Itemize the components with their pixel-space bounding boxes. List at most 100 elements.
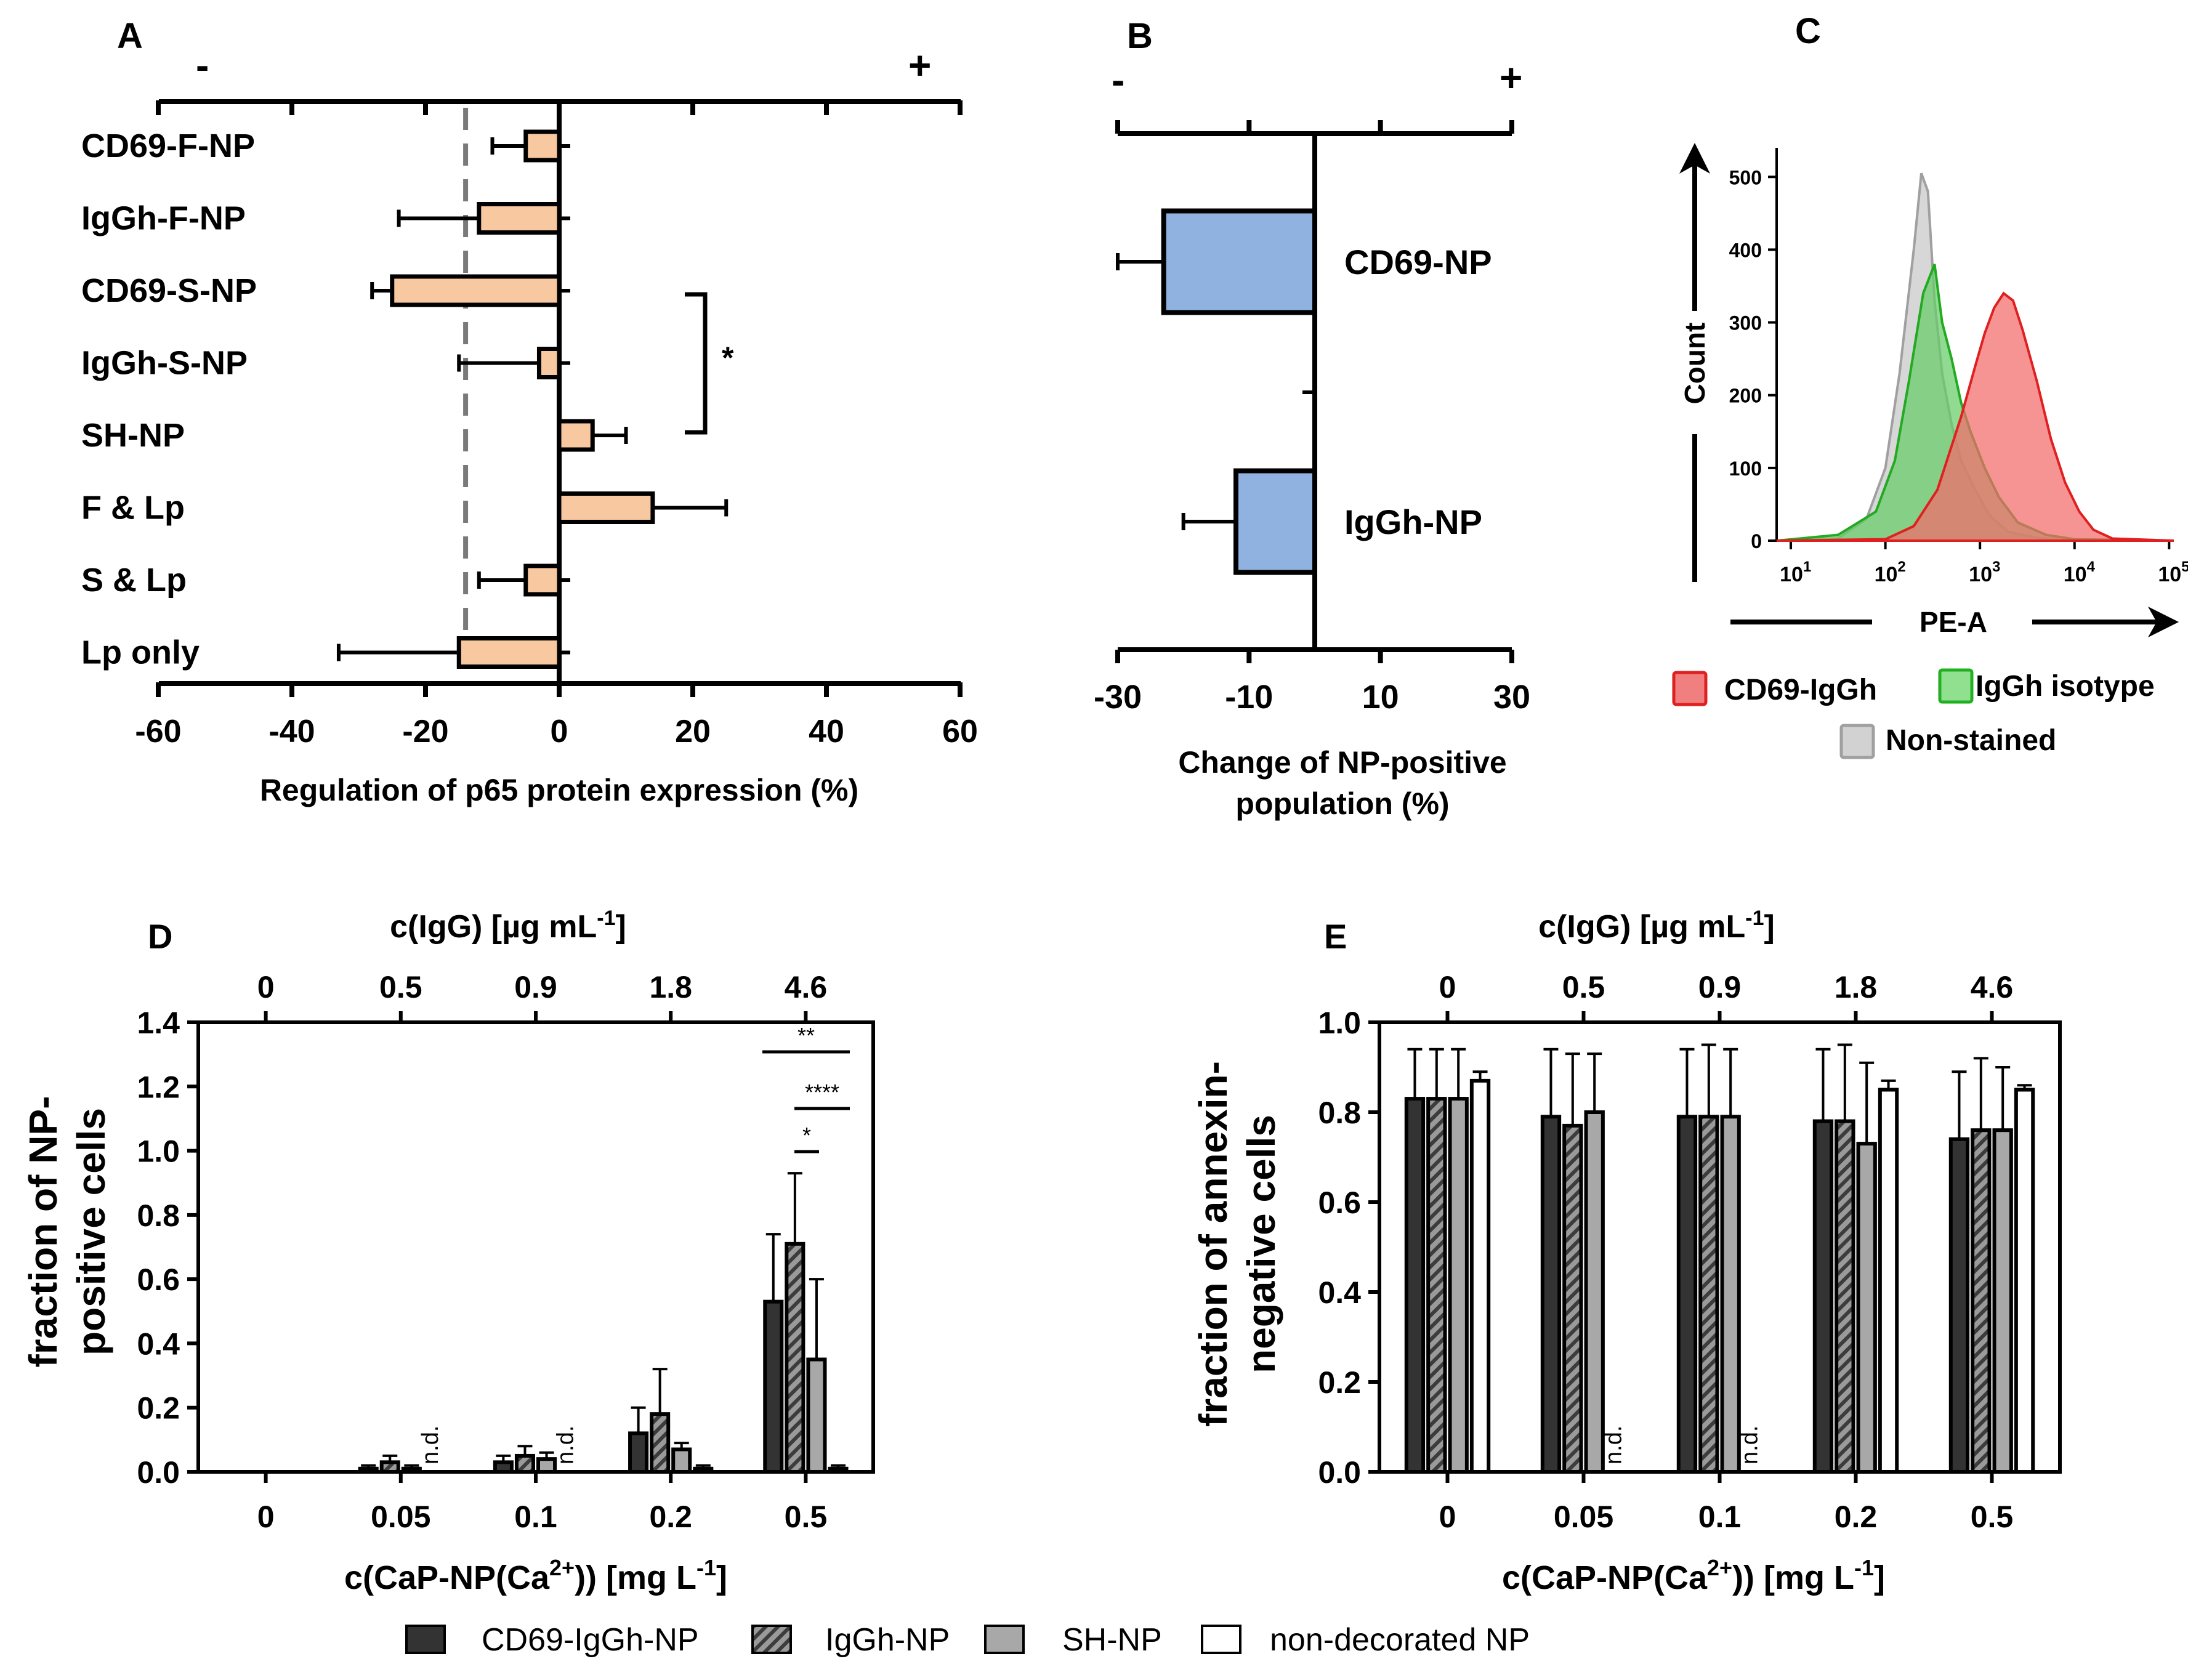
panel-b-x-tick-label: -10 bbox=[1225, 679, 1273, 716]
panel-e-y-axis-title-line2: negative cells bbox=[1239, 1115, 1283, 1373]
panel-d-x-tick-label: 0.05 bbox=[371, 1500, 430, 1534]
panel-a-minus: - bbox=[196, 43, 209, 87]
panel-a-bar bbox=[523, 129, 562, 163]
legend-sh-np-label: SH-NP bbox=[1062, 1622, 1162, 1658]
panel-d-bar bbox=[401, 1466, 422, 1474]
panel-c-y-tick-label: 100 bbox=[1729, 458, 1762, 480]
panel-a-bars bbox=[336, 129, 729, 669]
legend-isotype-swatch bbox=[1938, 668, 1974, 704]
panel-d-bar bbox=[806, 1357, 827, 1474]
panel-b-bar bbox=[1161, 208, 1317, 315]
panel-a-category-label: IgGh-S-NP bbox=[81, 345, 248, 382]
panel-e-y-tick-label: 1.0 bbox=[1318, 1006, 1361, 1040]
panel-e-bar bbox=[1469, 1078, 1491, 1474]
panel-a-x-tick-label: 20 bbox=[675, 714, 711, 749]
panel-d-top-tick-label: 0.5 bbox=[379, 970, 422, 1004]
panel-a: A - + CD69-F-NP IgGh-F-NP CD69-S-NP IgGh-S-… bbox=[81, 16, 978, 807]
panel-d-bar bbox=[628, 1431, 649, 1474]
panel-e-bar bbox=[1878, 1088, 1899, 1474]
panel-d-bar bbox=[671, 1447, 692, 1474]
panel-c-x-title-bg bbox=[1872, 604, 2032, 640]
panel-a-category-label: CD69-S-NP bbox=[81, 272, 257, 309]
panel-e-bar bbox=[1835, 1119, 1855, 1474]
panel-c-x-tick-label: 101 bbox=[1780, 559, 1811, 586]
panel-d-top-tick-label: 0 bbox=[257, 970, 275, 1004]
legend-nonstained-swatch bbox=[1839, 724, 1875, 759]
panel-e-top-tick-label: 0.9 bbox=[1698, 970, 1742, 1004]
panel-d-significance-label: * bbox=[802, 1123, 811, 1148]
panel-e-bar bbox=[1812, 1119, 1834, 1474]
panel-a-x-axis-title: Regulation of p65 protein expression (%) bbox=[260, 773, 858, 807]
panel-e-y-tick-label: 0.4 bbox=[1318, 1275, 1361, 1310]
panel-c-histogram-series bbox=[1776, 291, 2174, 542]
panel-b-bar bbox=[1233, 468, 1317, 575]
panel-b-label: B bbox=[1127, 16, 1153, 56]
panel-a-category-label: CD69-F-NP bbox=[81, 127, 255, 164]
panel-e-x-axis-title: c(CaP-NP(Ca2+)) [mg L-1] bbox=[1502, 1555, 1885, 1596]
panel-e-x-tick-label: 0 bbox=[1439, 1500, 1456, 1534]
panel-d-x-axis-title: c(CaP-NP(Ca2+)) [mg L-1] bbox=[344, 1555, 727, 1596]
panel-b-minus: - bbox=[1112, 58, 1124, 102]
panel-e-not-determined-label: n.d. bbox=[1601, 1426, 1626, 1464]
panel-a-x-tick-label: 0 bbox=[551, 714, 568, 749]
panel-d: D c(IgG) [µg mL-1] 0.0 0.2 0.4 0.6 0.8 1.0 1.2… bbox=[21, 907, 875, 1596]
panel-d-x-tick-label: 0.1 bbox=[514, 1500, 557, 1534]
panel-a-bar bbox=[477, 202, 562, 235]
panel-e-bar bbox=[1404, 1097, 1426, 1474]
legend-cd69-igg-np-label: CD69-IgGh-NP bbox=[482, 1622, 699, 1658]
panel-e-bar bbox=[1698, 1115, 1719, 1474]
panel-a-x-tick-label: 40 bbox=[809, 714, 844, 749]
panel-e-bar bbox=[1426, 1097, 1447, 1474]
panel-b-x-axis-title-line2: population (%) bbox=[1235, 786, 1449, 821]
legend-cd69-igg-np-swatch bbox=[405, 1625, 446, 1654]
panel-a-category-labels: CD69-F-NP IgGh-F-NP CD69-S-NP IgGh-S-NP SH-N… bbox=[81, 127, 257, 671]
panel-d-bar bbox=[763, 1299, 784, 1474]
panel-a-category-label: SH-NP bbox=[81, 417, 185, 454]
panel-d-label: D bbox=[148, 917, 172, 956]
panel-c-x-tick-label: 103 bbox=[1969, 559, 2000, 586]
panel-d-bar bbox=[828, 1466, 849, 1474]
panel-e: E c(IgG) [µg mL-1] 0.00.20.40.60.81.0000… bbox=[1191, 907, 2062, 1596]
bottom-legend: CD69-IgGh-NP IgGh-NP SH-NP non-decorated… bbox=[405, 1622, 1530, 1658]
panel-a-category-label: Lp only bbox=[81, 634, 200, 671]
panel-a-axes bbox=[156, 99, 963, 697]
panel-b-x-tick-labels: -30 -10 10 30 bbox=[1094, 679, 1530, 716]
panel-c-y-tick-label: 500 bbox=[1729, 166, 1762, 188]
panel-d-significance-label: **** bbox=[805, 1080, 839, 1105]
panel-e-bar bbox=[1448, 1097, 1469, 1474]
panel-c-histogram: 0 100 200 300 400 500 101 102 103 104 105 bbox=[1729, 148, 2188, 586]
panel-d-bar bbox=[379, 1460, 400, 1474]
panel-d-bar bbox=[358, 1466, 379, 1474]
panel-d-top-tick-label: 1.8 bbox=[649, 970, 692, 1004]
panel-a-plus: + bbox=[908, 43, 931, 87]
panel-d-x-tick-label: 0 bbox=[257, 1500, 275, 1534]
panel-d-y-tick-label: 0.4 bbox=[137, 1327, 180, 1361]
panel-d-y-tick-label: 1.2 bbox=[137, 1070, 180, 1104]
panel-d-y-tick-label: 0.2 bbox=[137, 1391, 180, 1426]
panel-e-plot: 0.0 0.2 0.4 0.6 0.8 1.0 0 0 0.05 0.5 n.d. 0.1 0.9 n.d… bbox=[1318, 970, 2062, 1534]
panel-d-significance-label: ** bbox=[797, 1023, 815, 1048]
panel-e-bar bbox=[1540, 1115, 1562, 1474]
panel-e-y-tick-label: 0.2 bbox=[1318, 1365, 1361, 1400]
panel-e-x-tick-label: 0.05 bbox=[1554, 1500, 1613, 1534]
panel-b-category-label: IgGh-NP bbox=[1344, 503, 1482, 541]
panel-d-top-tick-label: 4.6 bbox=[785, 970, 828, 1004]
panel-e-x-tick-label: 0.1 bbox=[1698, 1500, 1742, 1534]
legend-nonstained-label: Non-stained bbox=[1886, 724, 2056, 757]
panel-a-category-label: F & Lp bbox=[81, 490, 185, 527]
panel-e-x-tick-label: 0.5 bbox=[1971, 1500, 2014, 1534]
panel-e-label: E bbox=[1324, 917, 1347, 956]
panel-b: B - + CD69-NP IgGh-NP -30 -10 10 30 Change o… bbox=[1094, 16, 1530, 821]
panel-d-bar bbox=[514, 1453, 535, 1474]
panel-d-not-determined-label: n.d. bbox=[552, 1426, 578, 1464]
panel-a-bar bbox=[523, 563, 562, 597]
panel-e-top-axis-title: c(IgG) [µg mL-1] bbox=[1538, 907, 1775, 945]
panel-e-top-tick-label: 0.5 bbox=[1562, 970, 1605, 1004]
panel-d-top-tick-label: 0.9 bbox=[514, 970, 557, 1004]
panel-c-y-arrow-head bbox=[1679, 143, 1710, 174]
legend-sh-np-swatch bbox=[984, 1625, 1025, 1654]
panel-a-x-tick-label: 60 bbox=[942, 714, 978, 749]
panel-c-x-axis-title: PE-A bbox=[1920, 606, 1987, 638]
